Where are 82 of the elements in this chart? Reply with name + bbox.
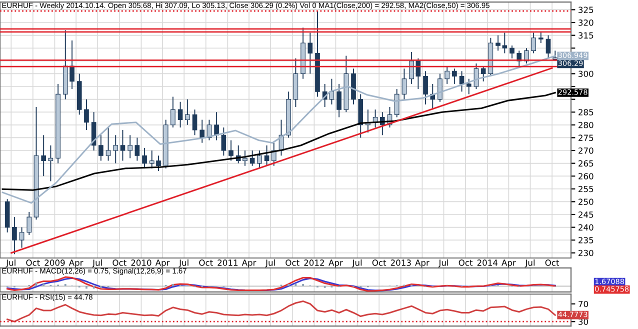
candlestick (438, 73, 442, 102)
candlestick (531, 32, 536, 54)
x-tick-label: Jul (352, 259, 362, 268)
x-tick-label: Apr (155, 260, 170, 268)
x-tick-label: Oct (458, 260, 473, 266)
y-tick-label: 260 (578, 173, 594, 180)
candlestick (192, 109, 198, 136)
candlestick (452, 68, 457, 84)
x-tick-label: Apr (415, 260, 430, 268)
candlestick (250, 150, 255, 166)
candlestick (264, 144, 270, 166)
candlestick (106, 126, 111, 162)
candlestick (200, 119, 205, 144)
candlestick (41, 134, 46, 177)
candlestick (257, 150, 262, 169)
candlestick (120, 130, 126, 162)
candlestick (128, 134, 132, 159)
x-tick-label: 2010 (131, 260, 152, 266)
x-tick-label: Jul (524, 259, 535, 268)
y-tick-label: 245 (578, 211, 594, 218)
candlestick (214, 112, 219, 141)
x-tick-label: Jul (265, 259, 275, 268)
candlestick (271, 142, 276, 166)
x-tick-label: Jul (438, 259, 448, 268)
x-tick-label: Apr (328, 260, 343, 268)
y-tick-label: 230 (578, 250, 594, 256)
candlestick (444, 66, 450, 84)
candlestick (19, 226, 24, 248)
x-tick-label: Oct (545, 260, 560, 266)
y-tick-label: 285 (578, 109, 594, 116)
candlestick (336, 83, 342, 118)
candlestick (142, 147, 147, 169)
y-tick-label: 265 (578, 160, 594, 167)
y-tick-label: 270 (578, 147, 594, 154)
y-tick-label: 235 (578, 237, 594, 244)
candlestick (480, 66, 486, 82)
candlestick (510, 45, 514, 59)
x-tick-label: Oct (112, 260, 126, 266)
candlestick (228, 140, 234, 162)
x-tick-label: 2012 (304, 260, 324, 266)
y-tick-label: 325 (578, 6, 594, 14)
x-tick-label: Jul (6, 259, 16, 268)
candlestick (48, 144, 54, 182)
candlestick (221, 126, 226, 156)
candlestick (423, 70, 428, 105)
x-tick-label: 2011 (218, 260, 238, 266)
candlestick (26, 211, 32, 236)
x-tick-label: Apr (242, 260, 256, 268)
x-tick-label: Oct (372, 260, 386, 266)
y-tick-label: 240 (578, 224, 594, 231)
y-tick-label: 250 (578, 198, 594, 205)
candlestick (98, 134, 104, 162)
candlestick (12, 216, 17, 255)
candlestick (84, 98, 89, 131)
x-tick-label: 2013 (390, 260, 411, 266)
y-tick-label: 255 (578, 186, 594, 192)
candlestick (394, 88, 400, 118)
x-tick-label: 2014 (477, 260, 498, 266)
candlestick (170, 96, 176, 128)
y-tick-label: 70 (578, 300, 588, 308)
candlestick (308, 32, 313, 74)
y-tick-label: 320 (578, 20, 594, 26)
x-tick-label: Apr (502, 260, 516, 268)
y-tick-label: 300 (578, 70, 594, 77)
candlestick (178, 101, 183, 128)
candlestick (466, 78, 472, 95)
x-tick-label: Jul (92, 259, 102, 268)
x-tick-label: 2009 (44, 260, 65, 266)
candlestick (546, 34, 551, 59)
candlestick (134, 137, 140, 162)
candlestick (91, 112, 96, 151)
y-tick-label: 275 (578, 134, 594, 141)
candlestick (185, 98, 190, 126)
y-tick-label: 315 (578, 32, 594, 39)
y-tick-label: 280 (578, 122, 594, 128)
x-tick-label: Apr (68, 260, 84, 268)
candlestick (113, 134, 118, 164)
candlestick (402, 68, 407, 100)
x-tick-label: Oct (199, 260, 213, 266)
x-tick-label: Oct (286, 260, 300, 266)
x-tick-label: Jul (178, 259, 188, 268)
x-tick-label: Oct (26, 260, 40, 266)
